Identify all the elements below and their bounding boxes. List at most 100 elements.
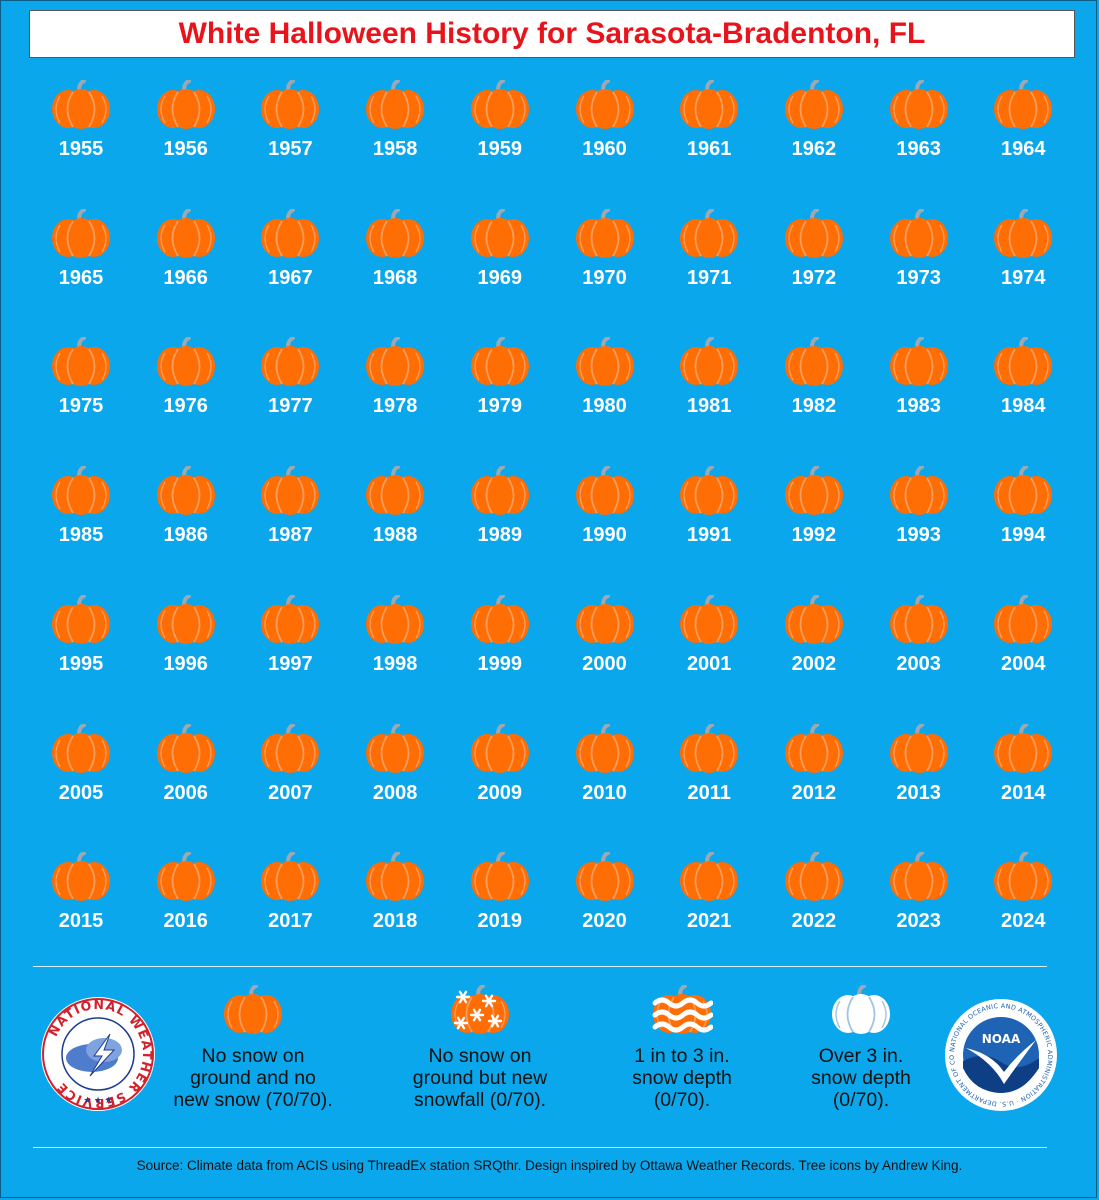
year-label: 1968 (372, 266, 418, 289)
year-label: 1989 (477, 524, 523, 547)
pumpkin-icon (762, 852, 866, 902)
year-cell-2019: 2019 (448, 852, 552, 933)
year-cell-2020: 2020 (553, 852, 657, 933)
pumpkin-icon (971, 80, 1075, 130)
year-label: 1956 (163, 138, 208, 160)
year-cell-1959: 1959 (448, 80, 552, 161)
year-label: 1961 (686, 138, 732, 160)
year-cell-2014: 2014 (971, 723, 1075, 805)
year-cell-1956: 1956 (134, 80, 238, 161)
year-label: 1977 (268, 395, 313, 418)
year-cell-1968: 1968 (343, 208, 447, 290)
year-label: 1973 (896, 266, 941, 289)
year-cell-1957: 1957 (238, 80, 342, 161)
year-cell-1963: 1963 (867, 80, 971, 161)
year-cell-1966: 1966 (134, 208, 238, 290)
year-label: 2024 (1001, 910, 1046, 933)
pumpkin-icon (553, 723, 657, 774)
pumpkin-icon (867, 80, 971, 130)
year-cell-1997: 1997 (238, 594, 342, 676)
year-label: 2004 (1001, 652, 1046, 675)
year-cell-1962: 1962 (762, 80, 866, 161)
year-cell-1970: 1970 (553, 208, 657, 290)
pumpkin-icon (343, 852, 447, 902)
year-cell-1998: 1998 (343, 594, 447, 676)
pumpkin-icon (867, 466, 971, 516)
pumpkin-icon (448, 208, 552, 259)
pumpkin-icon (29, 723, 133, 774)
year-label: 1981 (686, 395, 732, 418)
year-cell-1987: 1987 (238, 466, 342, 547)
year-label: 1980 (582, 395, 627, 418)
pumpkin-icon (867, 337, 971, 387)
pumpkin-icon (971, 466, 1075, 516)
year-cell-2004: 2004 (971, 594, 1075, 676)
pumpkin-icon (343, 208, 447, 259)
year-label: 2013 (896, 781, 941, 804)
year-cell-1976: 1976 (134, 337, 238, 418)
year-label: 1963 (896, 138, 941, 160)
pumpkin-icon (448, 852, 552, 902)
pumpkin-icon (657, 852, 761, 902)
year-label: 1971 (686, 266, 732, 289)
year-label: 1957 (268, 138, 313, 160)
title-box: White Halloween History for Sarasota-Bra… (29, 10, 1075, 58)
year-label: 1964 (1001, 138, 1046, 160)
year-label: 1978 (372, 395, 418, 418)
pumpkin-icon (238, 208, 342, 259)
legend-item-1-3-in: 1 in to 3 in. snow depth (0/70). (572, 985, 792, 1111)
legend-item-no-snow: No snow on ground and no new snow (70/70… (143, 985, 363, 1111)
year-cell-1985: 1985 (29, 466, 133, 547)
year-label: 2023 (896, 910, 941, 933)
pumpkin-icon (867, 723, 971, 774)
top-divider (33, 966, 1047, 967)
year-grid: 1955 1956 1957 1958 (29, 80, 1075, 933)
year-label: 2009 (477, 781, 523, 804)
chart-title: White Halloween History for Sarasota-Bra… (178, 17, 926, 50)
year-cell-1991: 1991 (657, 466, 761, 547)
pumpkin-icon (553, 337, 657, 387)
year-cell-1982: 1982 (762, 337, 866, 418)
year-label: 1990 (582, 524, 627, 547)
year-cell-1981: 1981 (657, 337, 761, 418)
year-cell-2015: 2015 (29, 852, 133, 933)
year-label: 1962 (791, 138, 837, 160)
pumpkin-icon (238, 80, 342, 130)
year-cell-1977: 1977 (238, 337, 342, 418)
year-label: 1993 (896, 524, 941, 547)
year-cell-1967: 1967 (238, 208, 342, 290)
year-label: 1999 (477, 652, 523, 675)
noaa-text: NOAA (982, 1032, 1021, 1046)
year-label: 1972 (791, 266, 837, 289)
year-cell-2002: 2002 (762, 594, 866, 676)
year-cell-1994: 1994 (971, 466, 1075, 547)
year-cell-1972: 1972 (762, 208, 866, 290)
year-label: 1960 (582, 138, 627, 160)
bottom-divider (33, 1147, 1047, 1148)
year-label: 2005 (58, 781, 104, 804)
pumpkin-icon (343, 337, 447, 387)
year-label: 2022 (791, 910, 837, 933)
pumpkin-icon (448, 594, 552, 645)
year-label: 1987 (268, 524, 313, 547)
pumpkin-icon (762, 80, 866, 130)
year-label: 1965 (58, 266, 104, 289)
pumpkin-icon (867, 594, 971, 645)
snowflake-pumpkin-icon (370, 985, 590, 1035)
legend-label: 1 in to 3 in. snow depth (0/70). (632, 1045, 732, 1111)
year-cell-2010: 2010 (553, 723, 657, 805)
pumpkin-icon (29, 466, 133, 516)
pumpkin-icon (343, 466, 447, 516)
pumpkin-icon (343, 723, 447, 774)
year-cell-2017: 2017 (238, 852, 342, 933)
year-label: 1986 (163, 524, 208, 547)
year-cell-1995: 1995 (29, 594, 133, 676)
year-cell-2008: 2008 (343, 723, 447, 805)
year-label: 1996 (163, 652, 208, 675)
year-cell-1983: 1983 (867, 337, 971, 418)
year-label: 2010 (582, 781, 627, 804)
year-label: 1974 (1001, 266, 1046, 289)
legend-label: No snow on ground but new snowfall (0/70… (412, 1045, 548, 1111)
year-label: 1969 (477, 266, 523, 289)
year-label: 2008 (372, 781, 418, 804)
